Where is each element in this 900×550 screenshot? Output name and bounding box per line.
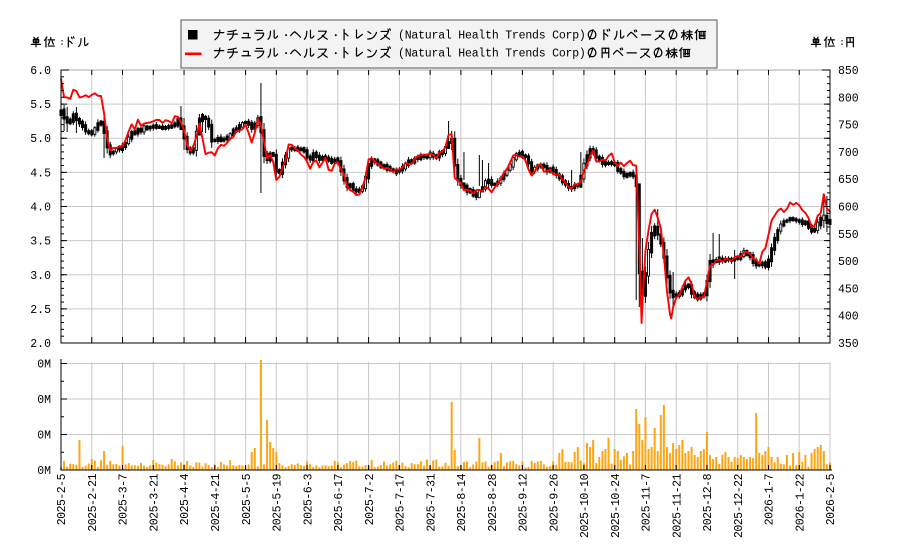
svg-text:2.5: 2.5 xyxy=(30,304,51,317)
svg-text:2025-10-10: 2025-10-10 xyxy=(579,473,592,538)
svg-text:2026-1-22: 2026-1-22 xyxy=(794,473,807,531)
svg-text:2025-9-12: 2025-9-12 xyxy=(518,473,531,531)
svg-text:2025-4-4: 2025-4-4 xyxy=(179,473,192,525)
svg-text:2025-11-21: 2025-11-21 xyxy=(671,473,684,538)
svg-text:2025-9-26: 2025-9-26 xyxy=(548,473,561,531)
svg-text:2025-10-24: 2025-10-24 xyxy=(610,473,623,538)
svg-text:2025-5-19: 2025-5-19 xyxy=(272,473,285,531)
svg-text:(Natural Health Trends Corp): (Natural Health Trends Corp) xyxy=(398,48,586,61)
svg-text:800: 800 xyxy=(838,92,859,105)
svg-text:2025-8-14: 2025-8-14 xyxy=(456,473,469,531)
svg-text:500: 500 xyxy=(838,256,859,269)
svg-text:2025-12-8: 2025-12-8 xyxy=(702,473,715,531)
svg-text:750: 750 xyxy=(838,120,859,133)
svg-text:2026-1-7: 2026-1-7 xyxy=(764,474,777,525)
svg-text:5.5: 5.5 xyxy=(30,99,51,112)
svg-text:850: 850 xyxy=(838,65,859,78)
svg-text:2025-11-7: 2025-11-7 xyxy=(641,474,654,532)
svg-text:400: 400 xyxy=(838,311,859,324)
svg-text:2025-6-17: 2025-6-17 xyxy=(333,474,346,532)
svg-text:2025-7-2: 2025-7-2 xyxy=(364,473,377,525)
svg-text:2025-5-5: 2025-5-5 xyxy=(241,473,254,525)
svg-text:350: 350 xyxy=(838,338,859,351)
svg-text:2025-2-21: 2025-2-21 xyxy=(87,473,100,531)
svg-text:2025-3-7: 2025-3-7 xyxy=(118,474,131,525)
svg-text:2026-2-5: 2026-2-5 xyxy=(825,473,838,525)
svg-text:4.5: 4.5 xyxy=(30,167,51,180)
svg-text:0M: 0M xyxy=(37,430,51,443)
svg-text:(Natural Health Trends Corp): (Natural Health Trends Corp) xyxy=(398,30,586,43)
svg-text:3.0: 3.0 xyxy=(30,270,51,283)
svg-text:0M: 0M xyxy=(37,359,51,372)
svg-text:2025-3-21: 2025-3-21 xyxy=(149,473,162,531)
svg-text:4.0: 4.0 xyxy=(30,202,51,215)
svg-text:600: 600 xyxy=(838,202,859,215)
svg-text:450: 450 xyxy=(838,283,859,296)
svg-text:3.5: 3.5 xyxy=(30,236,51,249)
svg-text:650: 650 xyxy=(838,174,859,187)
svg-text:2025-6-3: 2025-6-3 xyxy=(302,473,315,525)
svg-text:2025-7-31: 2025-7-31 xyxy=(425,473,438,531)
svg-text:2025-7-17: 2025-7-17 xyxy=(395,474,408,532)
svg-text:0M: 0M xyxy=(37,465,51,478)
svg-text:5.0: 5.0 xyxy=(30,133,51,146)
svg-text:2025-8-28: 2025-8-28 xyxy=(487,473,500,531)
svg-text:550: 550 xyxy=(838,229,859,242)
svg-text:2025-4-21: 2025-4-21 xyxy=(210,473,223,531)
svg-text:6.0: 6.0 xyxy=(30,65,51,78)
svg-text:2025-2-5: 2025-2-5 xyxy=(56,473,69,525)
svg-text:0M: 0M xyxy=(37,394,51,407)
svg-text:2025-12-22: 2025-12-22 xyxy=(733,473,746,538)
svg-text:2.0: 2.0 xyxy=(30,338,51,351)
svg-text:700: 700 xyxy=(838,147,859,160)
